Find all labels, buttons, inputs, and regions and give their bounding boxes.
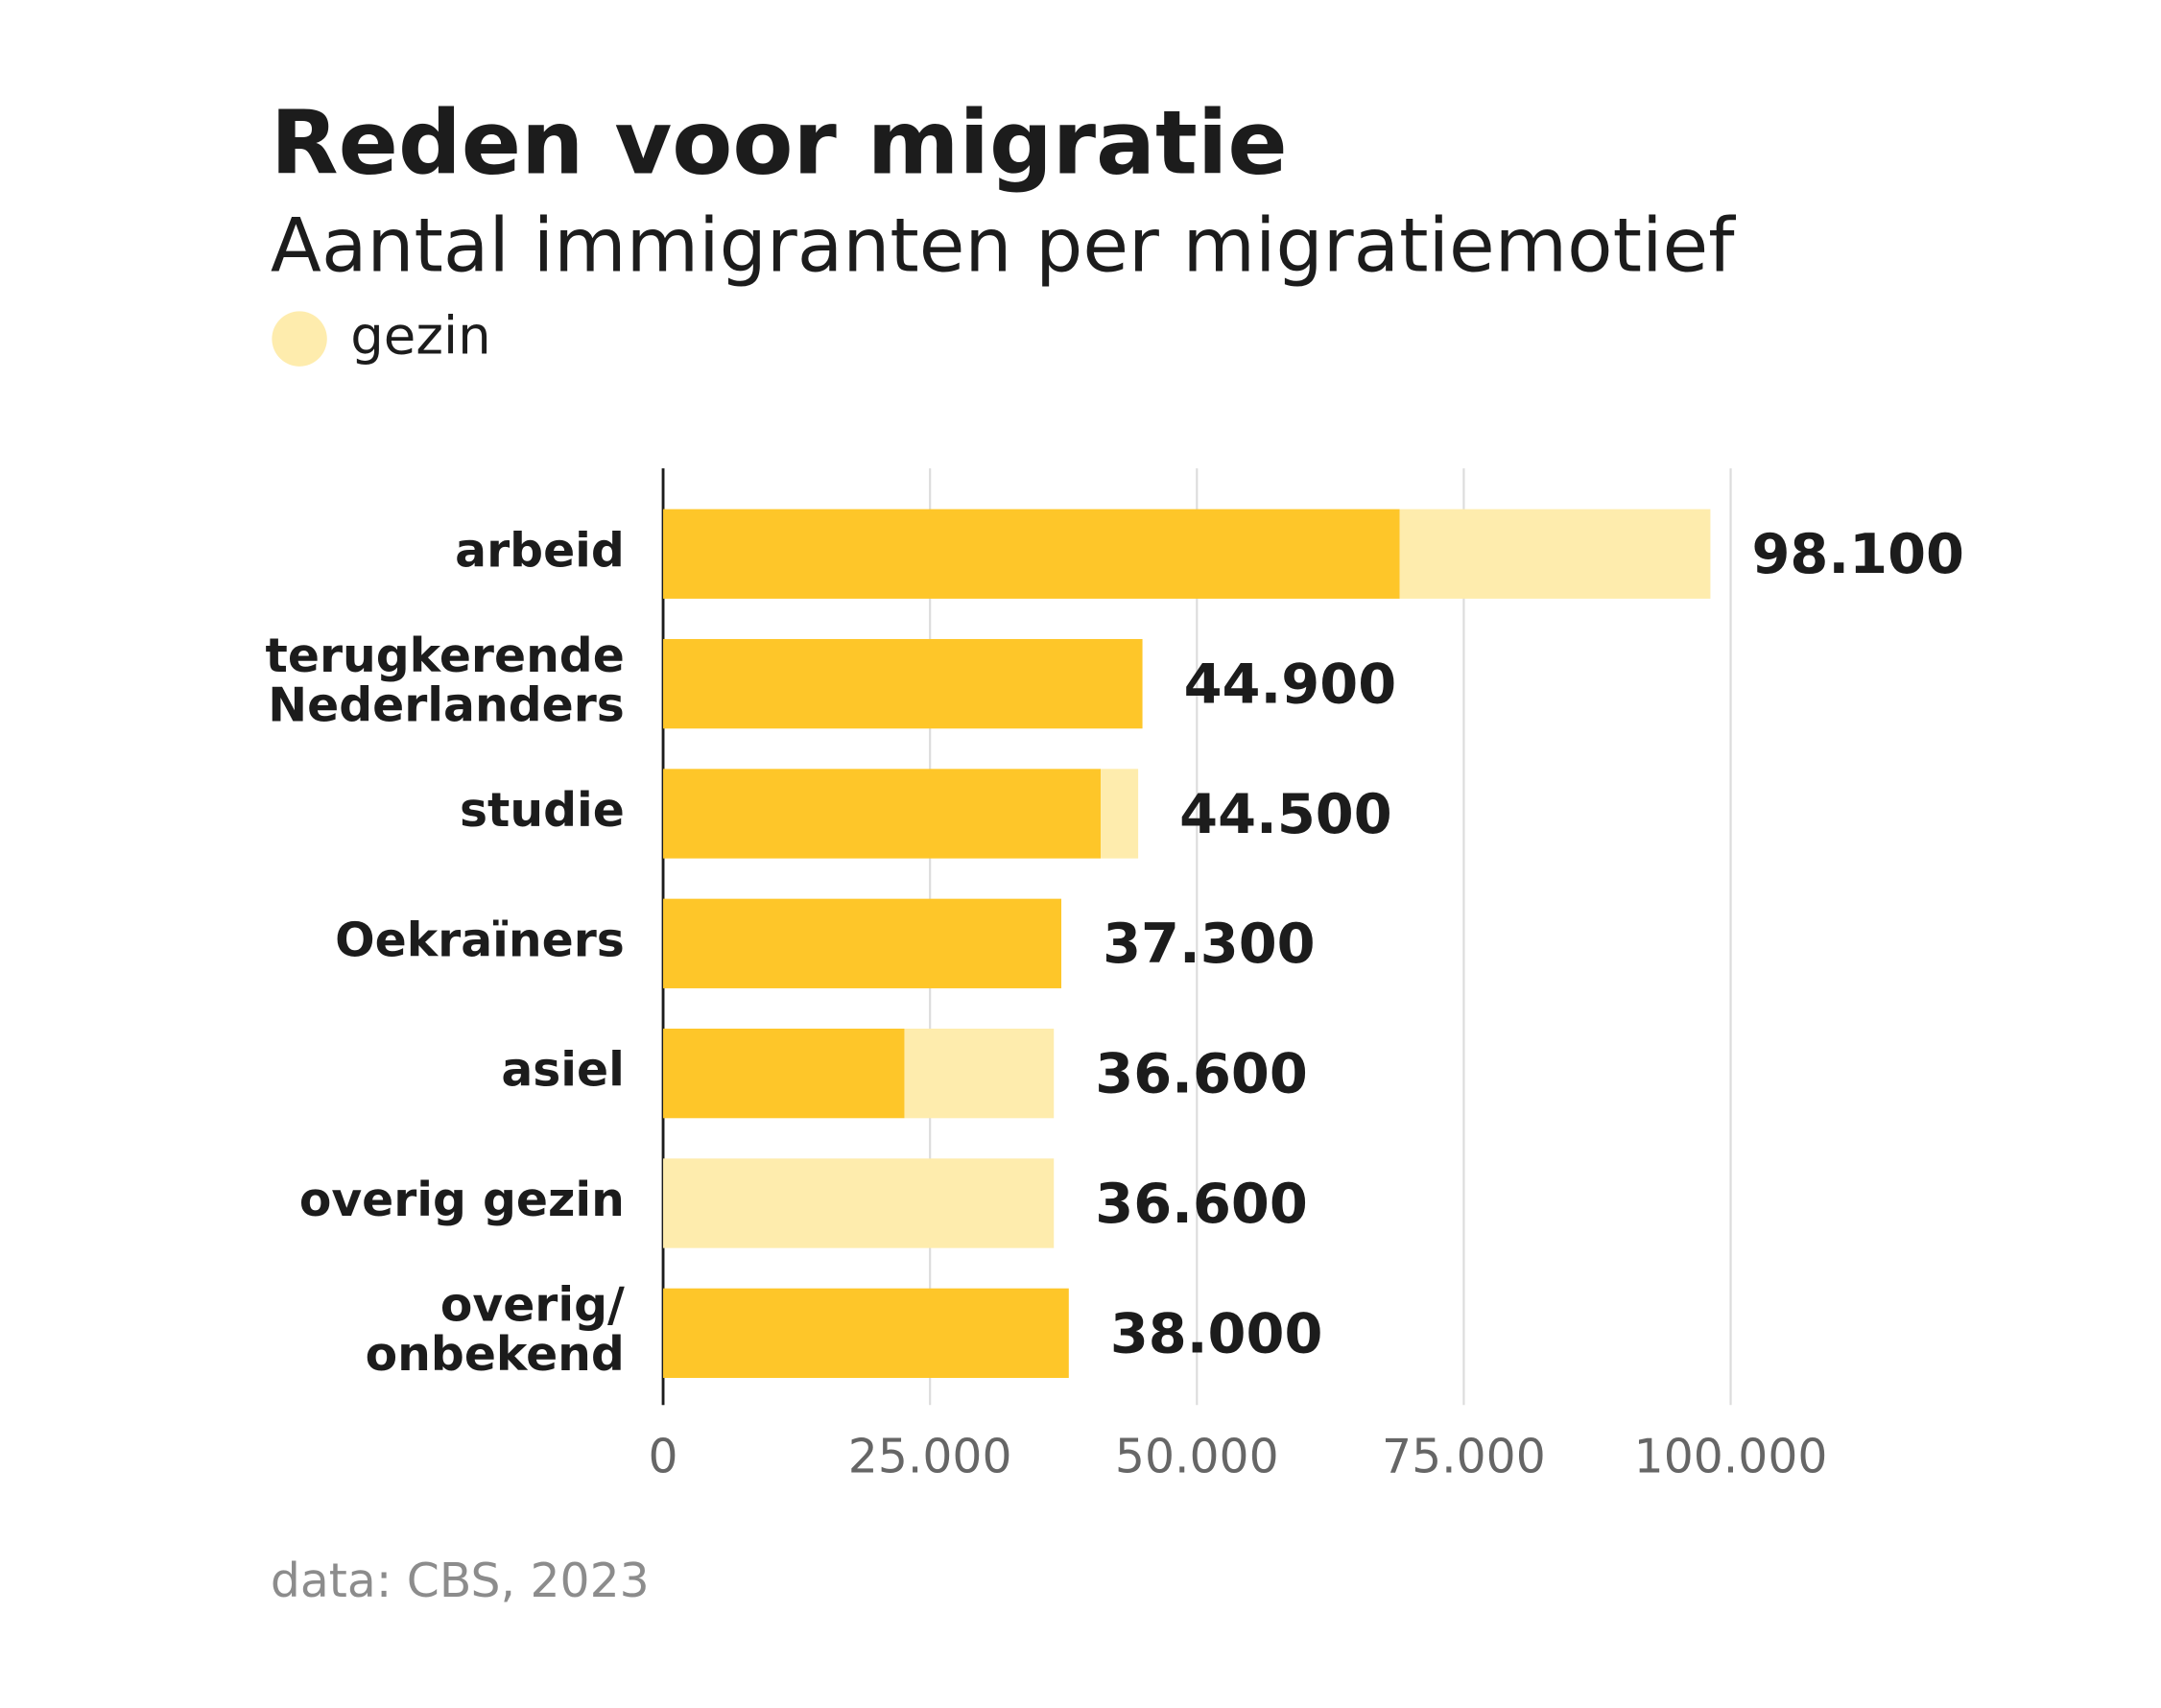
bar-segment (663, 1288, 1069, 1378)
value-label: 36.600 (1095, 1042, 1308, 1106)
x-tick-label: 50.000 (1115, 1430, 1279, 1484)
x-tick-label: 0 (649, 1430, 678, 1484)
bar-segment (904, 1028, 1055, 1119)
value-label: 98.100 (1751, 522, 1964, 586)
y-tick-label: overig gezin (299, 1173, 625, 1227)
value-label: 44.900 (1184, 652, 1397, 717)
bar-segment (663, 638, 1143, 729)
legend-label: gezin (350, 304, 491, 366)
value-label: 44.500 (1179, 782, 1392, 846)
y-tick-label: studie (460, 783, 625, 838)
bar-segment (663, 769, 1102, 859)
value-label: 36.600 (1095, 1172, 1308, 1236)
x-tick-label: 100.000 (1634, 1430, 1828, 1484)
y-tick-label: terugkerende Nederlanders (266, 629, 625, 733)
bar-segment (663, 1028, 905, 1119)
chart-title: Reden voor migratie (271, 91, 1288, 194)
x-tick-label: 25.000 (848, 1430, 1012, 1484)
y-tick-label: overig/onbekend (366, 1278, 625, 1383)
legend-swatch (272, 311, 327, 367)
bar-segment (663, 1158, 1055, 1248)
y-tick-label: Oekraïners (335, 913, 625, 967)
value-label: 37.300 (1103, 912, 1316, 976)
bar-segment (663, 898, 1062, 988)
y-tick-label: arbeid (455, 523, 625, 578)
value-label: 38.000 (1110, 1301, 1323, 1365)
source: data: CBS, 2023 (271, 1554, 650, 1608)
x-tick-label: 75.000 (1382, 1430, 1546, 1484)
y-tick-label: asiel (501, 1043, 625, 1098)
bar-segment (1101, 769, 1139, 859)
bar-segment (663, 509, 1400, 599)
chart-subtitle: Aantal immigranten per migratiemotief (271, 203, 1736, 290)
bar-segment (1399, 509, 1711, 599)
